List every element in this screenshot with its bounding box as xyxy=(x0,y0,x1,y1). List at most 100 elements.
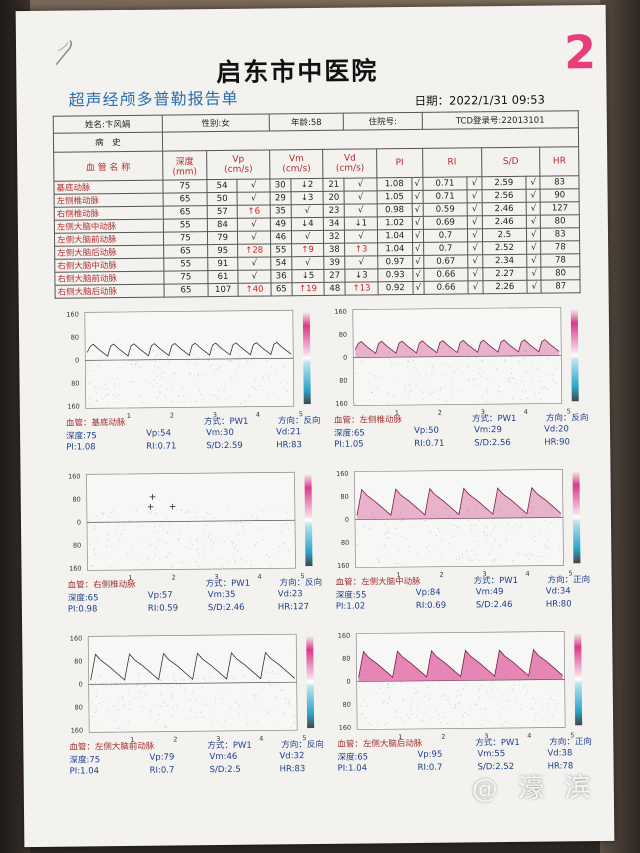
caption-vp: Vp:95 xyxy=(417,750,442,760)
caption-vessel: 血管：左侧椎动脉 xyxy=(334,413,402,426)
caption-mode: 方式：PW1 xyxy=(204,415,249,427)
y-tick-label: 80 xyxy=(339,331,347,339)
y-tick-label: 80 xyxy=(72,495,80,503)
cell-name: 右侧大脑前动脉 xyxy=(55,271,164,285)
cell-vd: 20 xyxy=(324,191,345,204)
cell-depth: 65 xyxy=(164,284,209,297)
cell-pi: 1.08 xyxy=(377,177,412,190)
y-tick-label: 80 xyxy=(340,493,348,501)
caption-direction: 方向：反向 xyxy=(278,414,321,426)
caption-vessel: 血管：左侧大脑前动脉 xyxy=(69,740,154,753)
cell-pi: 0.92 xyxy=(378,281,413,294)
caption-vp: Vp:50 xyxy=(414,426,439,436)
cell-vp: 50 xyxy=(207,192,237,205)
caption-pi: PI:1.08 xyxy=(66,442,96,452)
y-tick-label: 0 xyxy=(343,354,347,362)
cell-sd: 2.5 xyxy=(482,228,527,241)
caption-mode: 方式：PW1 xyxy=(475,736,520,748)
y-tick-label: 160 xyxy=(334,308,347,316)
cell-vp-flag: ↑28 xyxy=(238,244,271,257)
cell-sd: 2.59 xyxy=(481,176,526,189)
cell-pi: 1.04 xyxy=(378,242,413,255)
color-scale-bar xyxy=(572,471,580,563)
y-tick-label: 160 xyxy=(67,402,80,410)
history-label: 病 史 xyxy=(53,132,162,152)
cell-name: 右侧椎动脉 xyxy=(54,206,163,220)
x-tick-label: 2 xyxy=(438,409,442,417)
spectrum-panel: 160 80 0 80 160 1 2 3 4 5 + + + 血管：右侧椎动脉 方式：PW1 方向：反向 深度… xyxy=(66,468,328,629)
cell-ri-flag: √ xyxy=(467,177,481,190)
cell-pi-flag: √ xyxy=(412,216,423,229)
hospital-name: 启东市中医院 xyxy=(216,51,378,89)
cell-pi-flag: √ xyxy=(413,281,424,294)
cell-vm-flag: ↓2 xyxy=(290,178,323,191)
caption-sd: S/D:2.46 xyxy=(476,600,513,610)
header-vessel: 血 管 名 称 xyxy=(54,151,163,181)
patient-sex: 性别:女 xyxy=(162,114,270,132)
caption-vm: Vm:30 xyxy=(206,428,234,438)
cell-vp-flag: √ xyxy=(237,192,270,205)
cell-ri-flag: √ xyxy=(468,268,482,281)
cell-vd: 32 xyxy=(324,230,345,243)
cell-ri-flag: √ xyxy=(467,190,481,203)
cell-depth: 75 xyxy=(163,180,208,193)
cell-vm: 49 xyxy=(270,218,291,231)
cell-hr: 78 xyxy=(541,241,580,254)
cell-sd: 2.46 xyxy=(482,215,527,228)
cell-ri: 0.67 xyxy=(424,255,469,268)
caption-vm: Vm:49 xyxy=(476,587,504,597)
cell-vd-flag: ↓3 xyxy=(345,269,378,282)
caption-sd: S/D:2.56 xyxy=(474,438,511,448)
cursor-marker: + xyxy=(147,503,155,513)
cell-vm: 36 xyxy=(271,270,292,283)
caption-pi: PI:1.04 xyxy=(338,763,368,773)
doppler-spectrum: 160 80 0 80 160 1 2 3 4 5 xyxy=(65,306,326,427)
color-scale-bar xyxy=(305,474,313,566)
cell-vp: 107 xyxy=(208,283,238,296)
cell-ri: 0.66 xyxy=(424,281,469,294)
caption-vd: Vd:21 xyxy=(276,427,301,437)
cell-vd-flag: √ xyxy=(344,178,377,191)
cell-ri-flag: √ xyxy=(468,242,482,255)
results-table: 姓名:卞风娟 性别:女 年龄:58 住院号: TCD登录号:22013101 病… xyxy=(53,110,581,298)
x-tick-label: 2 xyxy=(173,735,177,743)
cell-vd-flag: ↑13 xyxy=(345,282,378,295)
cell-hr: 80 xyxy=(541,267,580,280)
cell-vm-flag: ↓4 xyxy=(291,217,324,230)
cell-depth: 55 xyxy=(163,258,208,271)
caption-ri: RI:0.59 xyxy=(148,603,178,613)
caption-ri: RI:0.71 xyxy=(146,441,176,451)
x-tick-label: 4 xyxy=(527,732,531,740)
cell-vp-flag: √ xyxy=(238,270,271,283)
cell-hr: 80 xyxy=(541,215,580,228)
header-pi: PI xyxy=(377,148,423,177)
cell-vd-flag: √ xyxy=(344,204,377,217)
y-tick-label: 80 xyxy=(71,379,79,387)
caption-vm: Vm:35 xyxy=(208,590,236,600)
x-tick-label: 2 xyxy=(439,571,443,579)
cell-sd-flag: √ xyxy=(527,280,541,293)
caption-vd: Vd:32 xyxy=(279,751,304,761)
cell-pi-flag: √ xyxy=(412,229,423,242)
caption-vp: Vp:57 xyxy=(148,591,173,601)
caption-vm: Vm:46 xyxy=(209,752,237,762)
header-depth: 深度 (mm) xyxy=(162,151,207,180)
header-sd: S/D xyxy=(481,147,540,177)
y-tick-label: 160 xyxy=(68,472,81,480)
caption-sd: S/D:2.59 xyxy=(206,441,243,451)
cell-ri: 0.59 xyxy=(423,203,468,216)
caption-mode: 方式：PW1 xyxy=(472,412,517,424)
caption-vessel: 血管：左侧大脑中动脉 xyxy=(336,575,421,588)
y-tick-label: 160 xyxy=(71,726,84,734)
y-tick-label: 160 xyxy=(336,470,349,478)
cell-name: 右侧大脑后动脉 xyxy=(55,284,164,298)
caption-direction: 方向：正向 xyxy=(548,573,591,585)
doppler-spectrum: 160 80 0 80 160 1 2 3 4 5 xyxy=(68,630,329,751)
report-paper: 2 启东市中医院 超声经颅多普勒报告单 日期：2022/1/31 09:53 姓… xyxy=(16,5,615,847)
spectrum-panel: 160 80 0 80 160 1 2 3 4 5 血管：左侧大脑前动脉 方式：PW1 方向：反向 深度:… xyxy=(68,630,330,791)
cell-vm: 55 xyxy=(271,244,292,257)
cell-pi: 1.04 xyxy=(377,229,412,242)
cell-ri: 0.7 xyxy=(423,242,468,255)
patient-tcd-number: TCD登录号:22013101 xyxy=(422,111,578,130)
cell-vd: 27 xyxy=(324,269,345,282)
